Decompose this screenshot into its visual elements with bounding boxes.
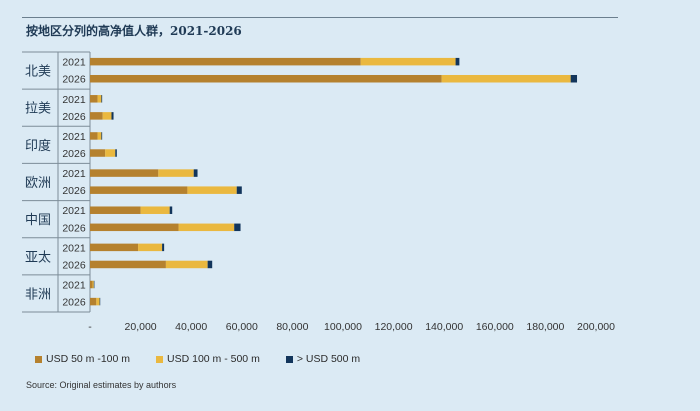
bar-segment	[102, 112, 112, 120]
year-label: 2021	[62, 57, 86, 69]
x-tick-label: 180,000	[526, 321, 564, 333]
year-label: 2026	[62, 74, 86, 86]
legend-label-s1: USD 50 m -100 m	[46, 353, 131, 365]
bar-segment	[165, 260, 208, 269]
bar-segment	[92, 280, 94, 289]
bar-segment	[162, 243, 165, 252]
year-label: 2026	[62, 297, 86, 309]
x-tick-label: 120,000	[375, 321, 413, 333]
region-label: 中国	[25, 213, 51, 228]
x-tick-label: 80,000	[276, 321, 308, 333]
year-label: 2026	[62, 185, 86, 197]
bar-segment	[207, 260, 213, 269]
legend-swatch-s3	[285, 355, 293, 363]
bar-segment	[236, 186, 242, 194]
region-label: 印度	[25, 138, 51, 154]
legend-label-s3: > USD 500 m	[296, 353, 361, 365]
year-label: 2021	[62, 242, 86, 254]
bar-segment	[90, 149, 106, 157]
bar-segment	[187, 186, 237, 194]
x-tick-label: 200,000	[577, 321, 615, 333]
region-label: 非洲	[25, 287, 51, 302]
x-tick-label: -	[88, 321, 92, 333]
year-label: 2026	[62, 222, 86, 234]
bar-segment	[234, 223, 241, 232]
bar-segment	[90, 186, 188, 194]
legend-swatch-s1	[35, 355, 42, 363]
bar-segment	[111, 112, 114, 120]
region-label: 欧洲	[25, 176, 51, 191]
bar-segment	[101, 95, 103, 103]
year-label: 2021	[62, 168, 86, 180]
bar-segment	[570, 74, 578, 83]
bar-segment	[90, 223, 179, 232]
year-label: 2021	[62, 131, 86, 143]
bar-segment	[90, 260, 166, 269]
bar-segment	[455, 57, 460, 66]
bar-segment	[90, 206, 141, 214]
legend-swatch-s2	[156, 355, 164, 363]
bar-segment	[90, 132, 98, 140]
bar-segment	[138, 243, 163, 252]
year-label: 2021	[62, 205, 86, 217]
x-tick-label: 100,000	[324, 321, 362, 333]
bar-segment	[96, 297, 100, 306]
legend-item-s1: USD 50 m -100 m	[35, 353, 130, 365]
top-rule	[22, 17, 618, 18]
x-tick-label: 20,000	[125, 321, 157, 333]
year-label: 2026	[62, 111, 86, 123]
bar-segment	[105, 149, 116, 157]
x-tick-label: 140,000	[425, 321, 463, 333]
bar-segment	[97, 95, 102, 103]
bar-segment	[90, 169, 159, 177]
bar-segment	[97, 132, 102, 140]
region-label: 拉美	[25, 102, 51, 117]
bar-segment	[441, 74, 571, 83]
legend: USD 50 m -100 m USD 100 m - 500 m > USD …	[35, 353, 360, 365]
bar-segment	[90, 74, 442, 83]
x-tick-label: 60,000	[226, 321, 258, 333]
x-tick-label: 40,000	[175, 321, 207, 333]
year-label: 2021	[62, 280, 86, 292]
bar-segment	[140, 206, 170, 214]
year-label: 2021	[62, 94, 86, 106]
bar-segment	[99, 297, 101, 306]
bar-segment	[169, 206, 173, 214]
bar-segment	[360, 57, 456, 66]
region-label: 北美	[25, 65, 51, 80]
bar-segment	[90, 297, 97, 306]
x-tick-label: 160,000	[476, 321, 514, 333]
bar-segment	[178, 223, 235, 232]
bar-segment	[115, 149, 117, 157]
legend-item-s3: > USD 500 m	[285, 353, 361, 365]
region-label: 亚太	[25, 250, 51, 265]
bar-segment	[158, 169, 194, 177]
legend-label-s2: USD 100 m - 500 m	[167, 353, 260, 365]
bar-segment	[101, 132, 103, 140]
legend-item-s2: USD 100 m - 500 m	[156, 353, 260, 365]
year-label: 2026	[62, 148, 86, 160]
bar-segment	[93, 280, 95, 289]
chart-title: 按地区分列的高净值人群，2021-2026	[26, 24, 242, 38]
source-note: Source: Original estimates by authors	[26, 380, 177, 390]
year-label: 2026	[62, 259, 86, 271]
bar-segment	[90, 57, 361, 66]
bar-segment	[90, 280, 93, 289]
bar-segment	[90, 112, 103, 120]
bar-segment	[90, 243, 139, 252]
bar-segment	[193, 169, 198, 177]
bar-segment	[90, 95, 98, 103]
